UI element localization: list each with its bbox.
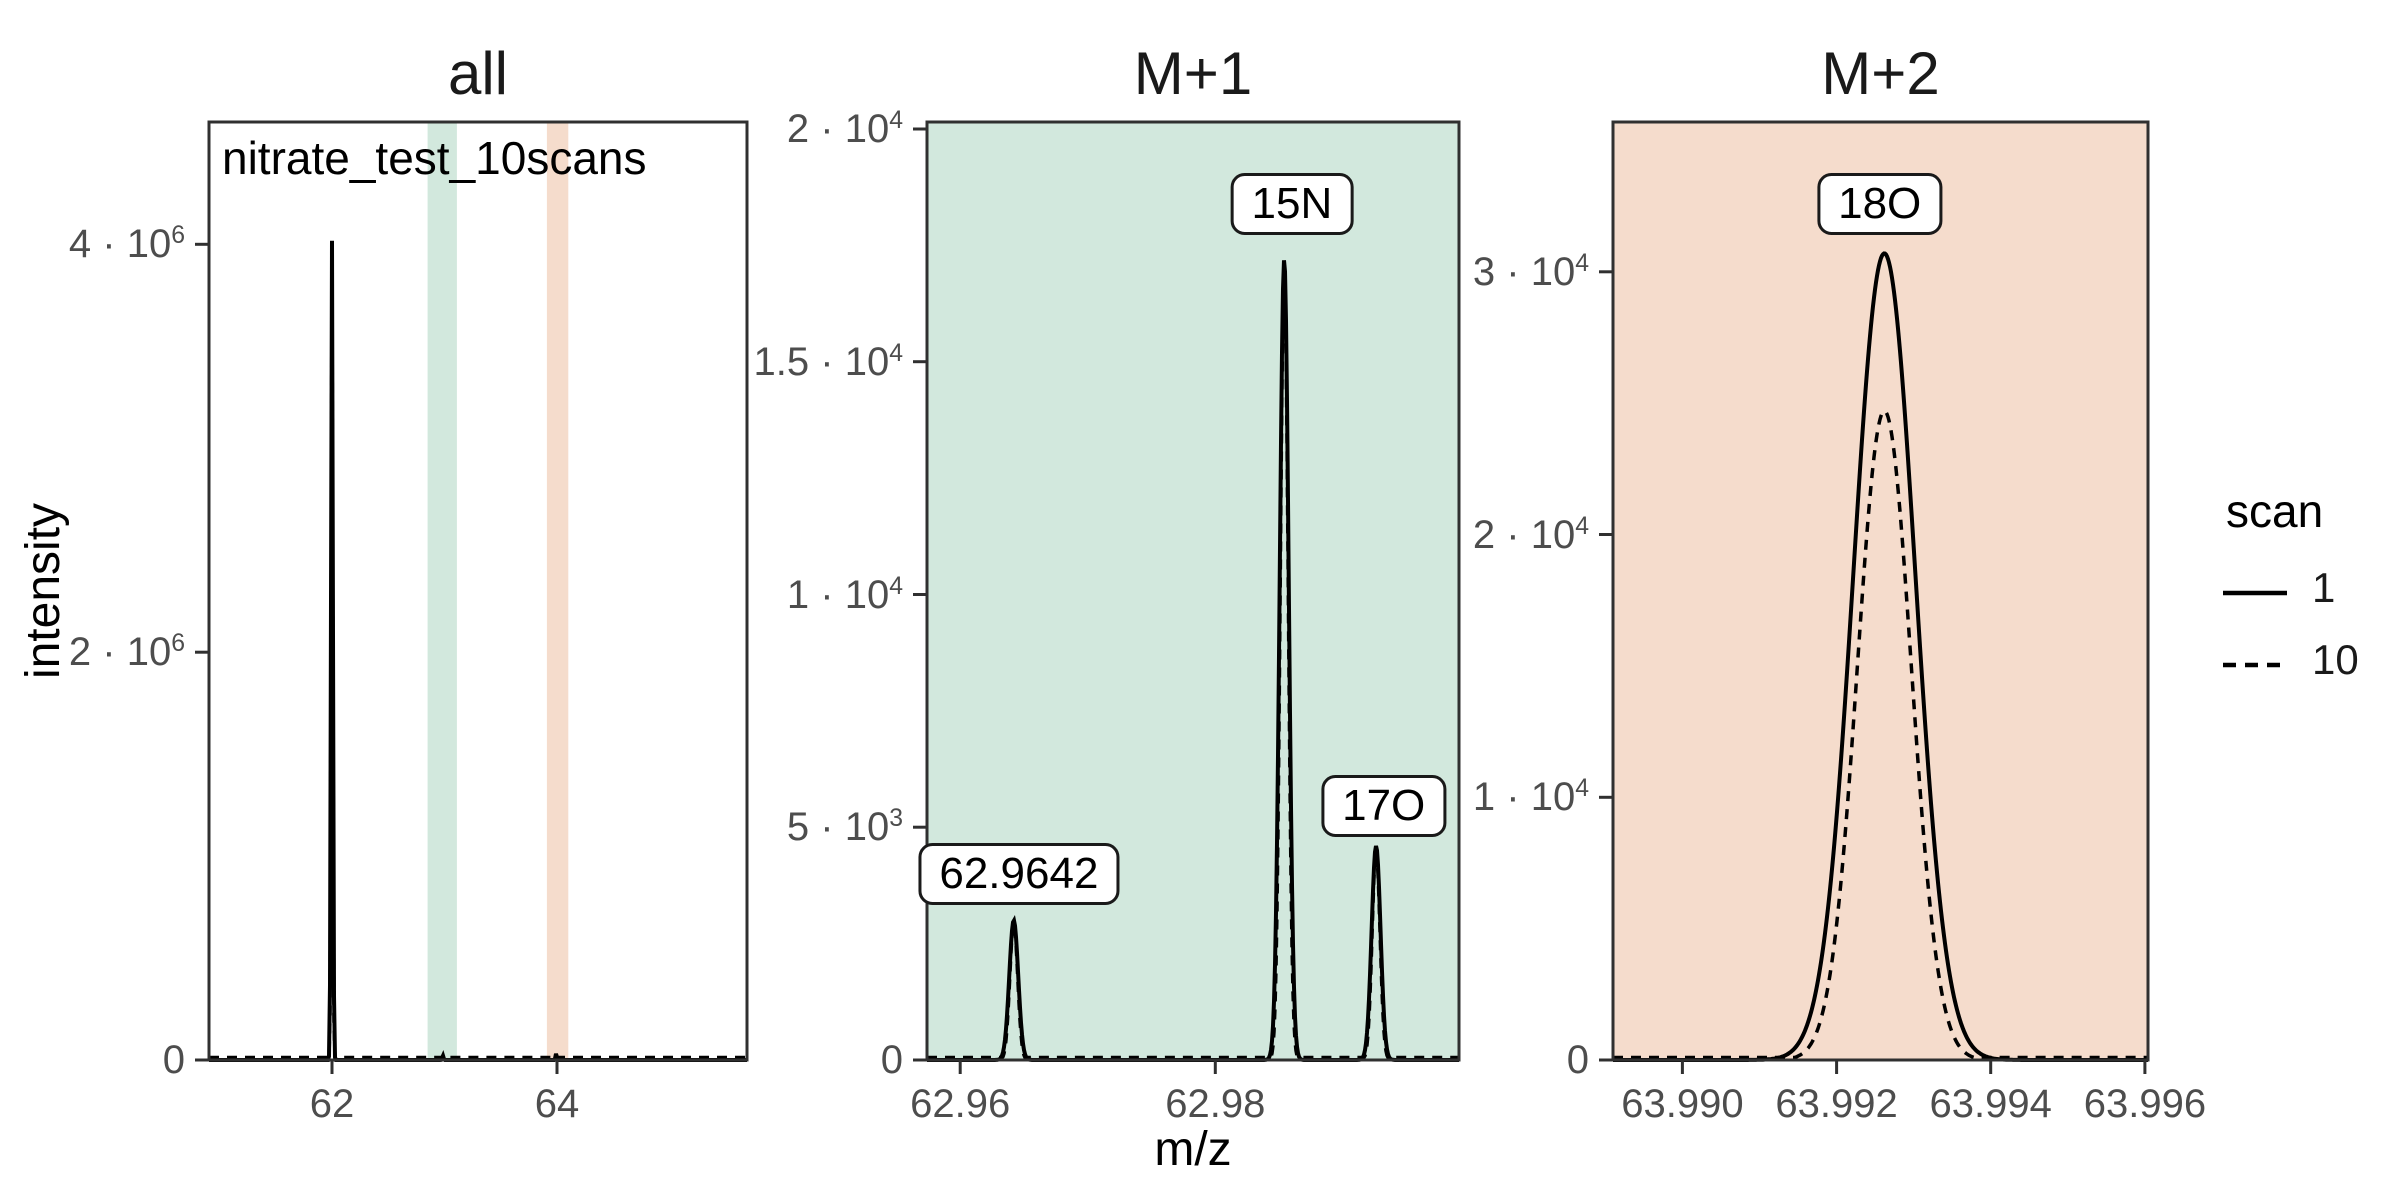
- y-tick-label: 0: [1566, 1038, 1589, 1082]
- peak-label-62-9642: 62.9642: [918, 842, 1120, 905]
- trace-scan-10-M+1: [927, 267, 1459, 1060]
- y-tick-label: 2 · 104: [786, 106, 903, 152]
- y-tick-label: 0: [162, 1038, 185, 1082]
- x-tick-label: 62.96: [910, 1082, 1011, 1126]
- y-tick-label: 5 · 103: [786, 805, 903, 850]
- legend-title: scan: [2226, 485, 2324, 537]
- y-tick-label: 4 · 106: [68, 222, 185, 267]
- x-tick-label: 63.994: [1929, 1082, 2052, 1126]
- panel-bg-all: [209, 122, 747, 1060]
- x-tick-label: 62: [309, 1082, 355, 1126]
- y-tick-label: 2 · 104: [1472, 512, 1589, 557]
- legend-item-label: 1: [2312, 564, 2336, 611]
- panel-border-M+1: [925, 120, 1461, 1062]
- x-tick-label: 63.990: [1621, 1082, 1744, 1126]
- panel-title-M+1: M+1: [1133, 40, 1253, 107]
- x-tick-label: 64: [534, 1082, 580, 1126]
- x-tick-label: 63.996: [2083, 1082, 2207, 1126]
- panel-border-all: [207, 120, 749, 1062]
- trace-scan-10-M+2: [1613, 409, 2148, 1060]
- y-tick-label: 1 · 104: [786, 572, 903, 617]
- x-tick-label: 63.992: [1775, 1082, 1898, 1126]
- peak-label-15N: 15N: [1230, 172, 1354, 235]
- y-tick-label: 0: [880, 1038, 903, 1082]
- trace-scan-10-all: [209, 249, 747, 1060]
- y-tick-label: 1 · 104: [1472, 775, 1589, 820]
- panel-bg-M+2: [1613, 122, 2148, 1060]
- x-tick-label: 62.98: [1165, 1082, 1266, 1126]
- panel-title-all: all: [447, 40, 509, 107]
- y-tick-label: 1.5 · 104: [753, 339, 903, 384]
- panel-border-M+2: [1611, 120, 2150, 1062]
- highlight-band-0: [427, 122, 457, 1060]
- x-axis-title: m/z: [1154, 1123, 1232, 1176]
- y-tick-label: 2 · 106: [68, 630, 185, 675]
- highlight-band-1: [546, 122, 569, 1060]
- y-tick-label: 3 · 104: [1472, 249, 1589, 294]
- panel-title-M+2: M+2: [1821, 40, 1940, 107]
- panel-annotation: nitrate_test_10scans: [222, 132, 647, 184]
- peak-label-17O: 17O: [1321, 775, 1447, 838]
- legend-item-label: 10: [2312, 636, 2359, 683]
- peak-label-18O: 18O: [1817, 172, 1943, 235]
